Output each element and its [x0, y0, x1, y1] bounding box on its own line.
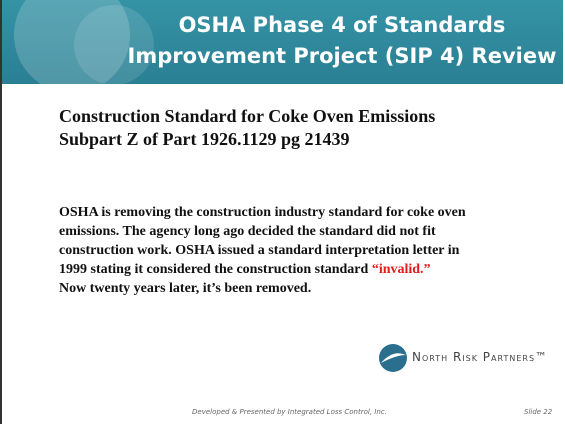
- circle: [14, 0, 130, 84]
- slide-number: Slide 22: [524, 408, 553, 416]
- title: OSHA Phase 4 of Standards Improvement Pr…: [122, 10, 562, 72]
- logo-swoosh: [381, 353, 406, 363]
- header: OSHA Phase 4 of Standards Improvement Pr…: [2, 0, 563, 84]
- heading-line: Subpart Z of Part 1926.1129 pg 21439: [59, 129, 350, 149]
- line: emissions. The agency long ago decided t…: [59, 224, 436, 239]
- highlight: “invalid.”: [371, 262, 431, 277]
- title-line: Improvement Project (SIP 4) Review: [127, 44, 557, 68]
- logo-icon: [379, 344, 407, 372]
- circle: [74, 5, 154, 84]
- line: construction work. OSHA issued a standar…: [59, 243, 460, 258]
- paragraph: OSHA is removing the construction indust…: [59, 203, 466, 298]
- decoration: [14, 0, 154, 84]
- text: 1999 stating it considered the construct…: [59, 262, 372, 277]
- heading-line: Construction Standard for Coke Oven Emis…: [59, 106, 436, 126]
- line: Now twenty years later, it’s been remove…: [59, 281, 312, 296]
- line: 1999 stating it considered the construct…: [59, 260, 466, 279]
- heading: Construction Standard for Coke Oven Emis…: [59, 105, 435, 151]
- logo-text: North Risk Partners™: [412, 350, 549, 364]
- footer-credit: Developed & Presented by Integrated Loss…: [192, 408, 387, 416]
- logo-circle: [379, 344, 407, 372]
- title-line: OSHA Phase 4 of Standards: [178, 13, 506, 37]
- line: OSHA is removing the construction indust…: [59, 205, 466, 220]
